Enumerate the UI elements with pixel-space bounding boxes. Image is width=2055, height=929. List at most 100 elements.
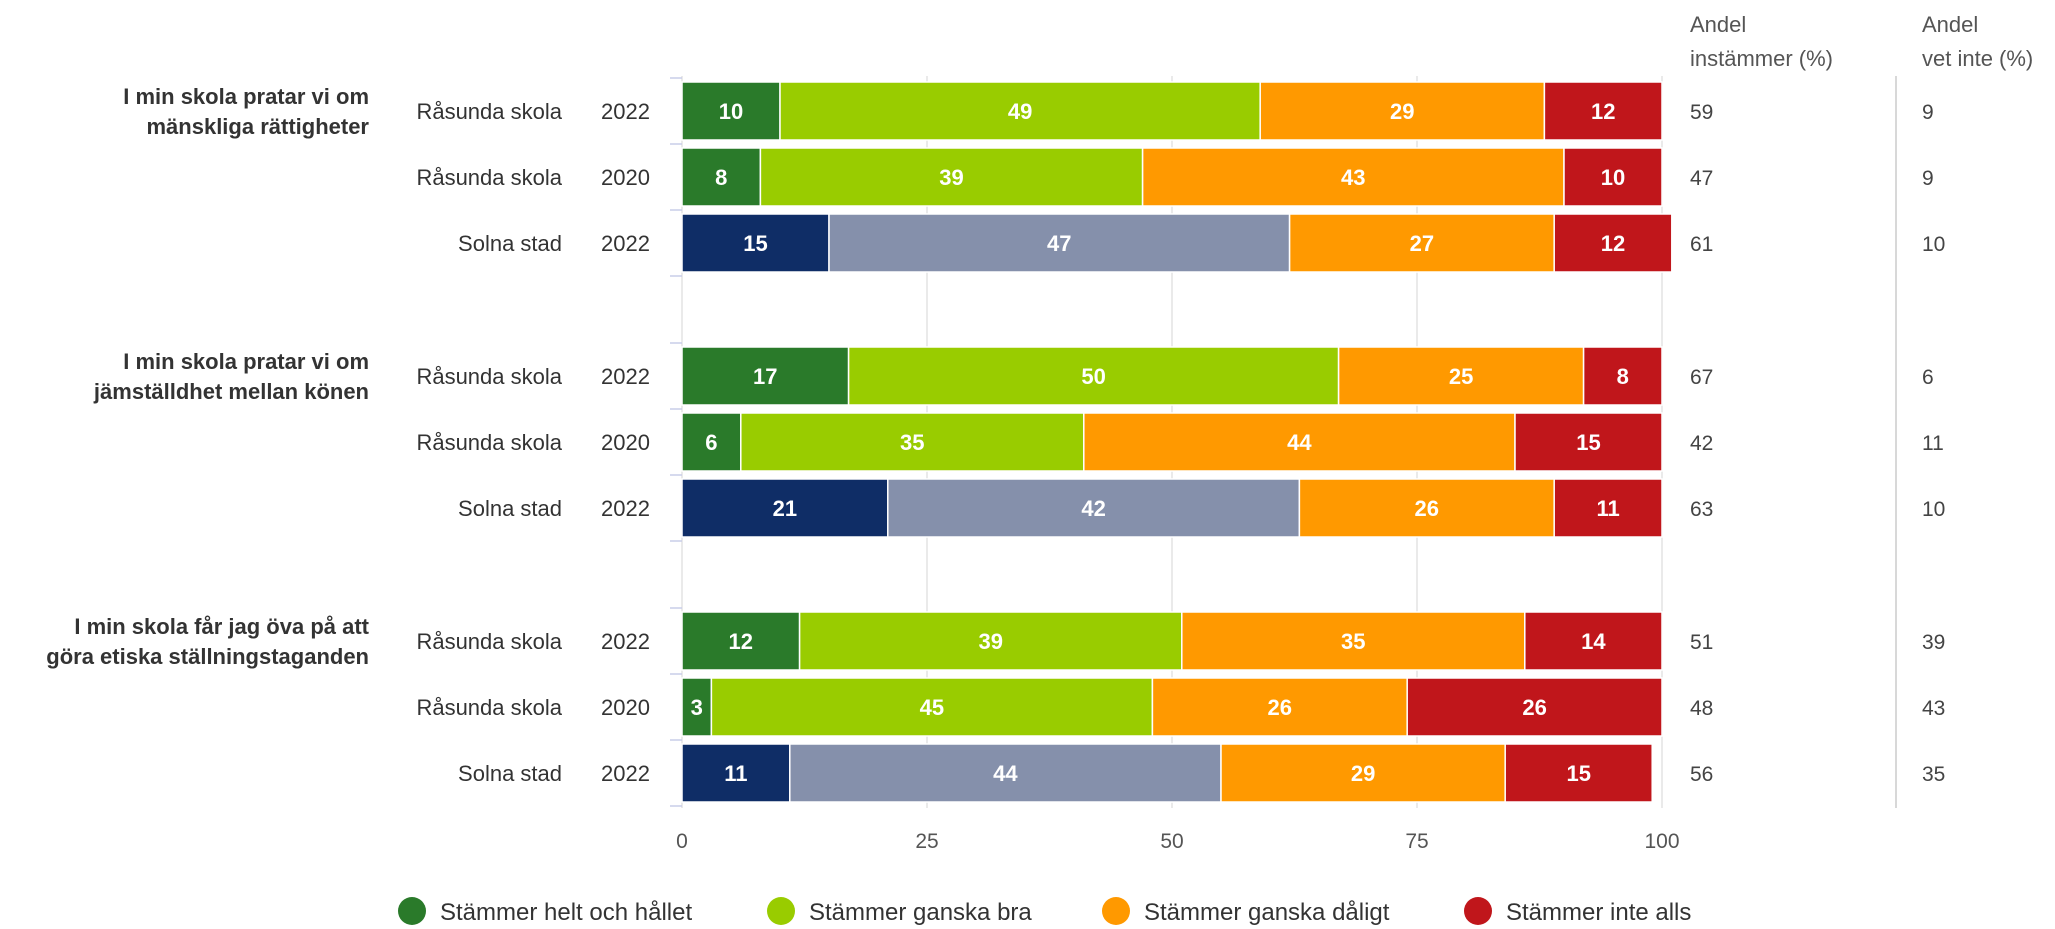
instammer-value: 63 <box>1690 498 1713 521</box>
bar-segment <box>887 478 1301 538</box>
question-label: I min skola pratar vi om <box>123 84 369 109</box>
column-header: Andel <box>1922 12 1978 37</box>
data-label: 39 <box>939 165 963 190</box>
data-label: 14 <box>1581 629 1606 654</box>
legend-label: Stämmer inte alls <box>1506 899 1691 926</box>
bar-segment <box>1151 677 1408 737</box>
bar-segment <box>828 213 1291 273</box>
instammer-value: 67 <box>1690 366 1713 389</box>
bar-segment <box>1504 743 1653 803</box>
row-label: Råsunda skola <box>416 364 562 389</box>
bar-segment <box>681 677 713 737</box>
data-label: 15 <box>1576 430 1600 455</box>
bar-segment <box>1543 81 1663 141</box>
data-label: 42 <box>1081 496 1105 521</box>
column-header: instämmer (%) <box>1690 46 1833 71</box>
bar-segment <box>740 412 1085 472</box>
legend-marker <box>1102 897 1130 925</box>
instammer-value: 59 <box>1690 101 1713 124</box>
bar-segment <box>779 81 1261 141</box>
column-header: Andel <box>1690 12 1746 37</box>
bar-segment <box>759 147 1144 207</box>
bar-segment <box>1514 412 1663 472</box>
vet-inte-value: 6 <box>1922 366 1934 389</box>
data-label: 8 <box>1617 364 1629 389</box>
data-label: 15 <box>1566 761 1590 786</box>
data-label: 44 <box>1287 430 1312 455</box>
row-year: 2022 <box>601 364 650 389</box>
data-label: 43 <box>1341 165 1365 190</box>
bar-segment <box>1259 81 1546 141</box>
x-tick-label: 50 <box>1160 830 1183 853</box>
row-year: 2022 <box>601 629 650 654</box>
legend-marker <box>1464 897 1492 925</box>
vet-inte-value: 11 <box>1922 432 1944 455</box>
instammer-value: 61 <box>1690 233 1713 256</box>
data-label: 27 <box>1410 231 1434 256</box>
vet-inte-value: 10 <box>1922 498 1945 521</box>
row-year: 2022 <box>601 99 650 124</box>
row-label: Råsunda skola <box>416 430 562 455</box>
row-year: 2022 <box>601 231 650 256</box>
data-label: 11 <box>724 761 747 786</box>
vet-inte-value: 10 <box>1922 233 1945 256</box>
bar-segment <box>1220 743 1506 803</box>
data-label: 35 <box>1341 629 1365 654</box>
data-label: 29 <box>1351 761 1375 786</box>
legend-marker <box>767 897 795 925</box>
bar-segment <box>681 611 801 671</box>
data-label: 17 <box>753 364 777 389</box>
data-label: 8 <box>715 165 727 190</box>
row-label: Solna stad <box>458 231 562 256</box>
data-label: 45 <box>920 695 944 720</box>
question-label: göra etiska ställningstaganden <box>46 644 369 669</box>
bar-segment <box>1337 346 1585 406</box>
row-label: Solna stad <box>458 761 562 786</box>
vet-inte-value: 35 <box>1922 763 1945 786</box>
question-label: I min skola pratar vi om <box>123 349 369 374</box>
data-label: 25 <box>1449 364 1473 389</box>
data-label: 50 <box>1081 364 1105 389</box>
row-year: 2020 <box>601 430 650 455</box>
legend-marker <box>398 897 426 925</box>
bar-segment <box>1582 346 1663 406</box>
row-label: Råsunda skola <box>416 165 562 190</box>
data-label: 49 <box>1008 99 1032 124</box>
data-label: 26 <box>1522 695 1546 720</box>
data-label: 12 <box>1591 99 1615 124</box>
bar-segment <box>1553 478 1663 538</box>
question-label: mänskliga rättigheter <box>146 114 369 139</box>
instammer-value: 51 <box>1690 631 1713 654</box>
row-year: 2022 <box>601 496 650 521</box>
x-tick-label: 75 <box>1405 830 1428 853</box>
data-label: 21 <box>773 496 797 521</box>
legend-label: Stämmer ganska dåligt <box>1144 899 1390 926</box>
legend-label: Stämmer helt och hållet <box>440 899 692 926</box>
vet-inte-value: 9 <box>1922 101 1934 124</box>
data-label: 10 <box>1601 165 1625 190</box>
instammer-value: 47 <box>1690 167 1713 190</box>
bar-segment <box>1406 677 1663 737</box>
x-tick-label: 25 <box>915 830 938 853</box>
data-label: 29 <box>1390 99 1414 124</box>
bar-segment <box>681 412 742 472</box>
bar-segment <box>1553 213 1673 273</box>
data-label: 47 <box>1047 231 1071 256</box>
row-year: 2020 <box>601 695 650 720</box>
data-label: 3 <box>691 695 703 720</box>
data-label: 35 <box>900 430 924 455</box>
data-label: 26 <box>1415 496 1439 521</box>
bar-segment <box>847 346 1340 406</box>
x-tick-label: 0 <box>676 830 688 853</box>
row-year: 2022 <box>601 761 650 786</box>
data-label: 39 <box>978 629 1002 654</box>
row-label: Råsunda skola <box>416 99 562 124</box>
instammer-value: 42 <box>1690 432 1713 455</box>
vet-inte-value: 43 <box>1922 697 1945 720</box>
bar-segment <box>1524 611 1663 671</box>
question-label: I min skola får jag öva på att <box>74 614 369 639</box>
data-label: 12 <box>1601 231 1625 256</box>
bar-segment <box>1563 147 1663 207</box>
bar-segment <box>681 478 889 538</box>
